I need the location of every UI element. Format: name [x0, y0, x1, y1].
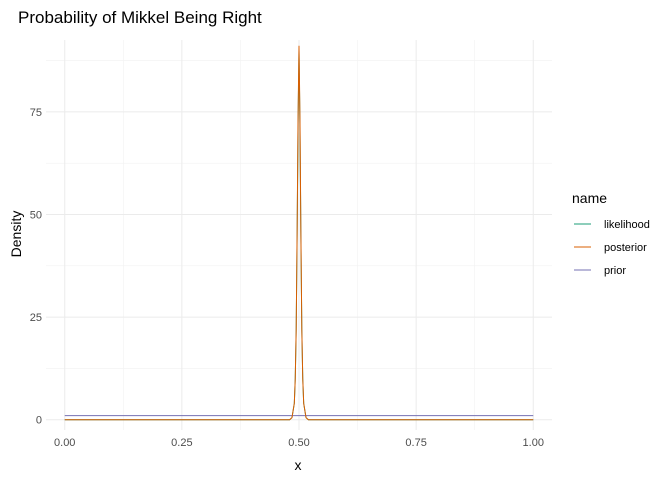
y-axis-title: Density — [8, 211, 24, 258]
chart-title: Probability of Mikkel Being Right — [18, 8, 262, 27]
legend-title: name — [572, 190, 607, 206]
y-tick-label: 50 — [30, 209, 42, 221]
x-tick-label: 0.25 — [171, 437, 192, 449]
grid — [46, 40, 552, 430]
x-tick-label: 0.00 — [54, 437, 75, 449]
y-tick-label: 75 — [30, 107, 42, 119]
series-lines — [64, 45, 534, 421]
x-tick-label: 0.75 — [405, 437, 426, 449]
x-axis-title: x — [295, 457, 302, 473]
legend-label-likelihood: likelihood — [604, 219, 650, 231]
x-tick-label: 1.00 — [523, 437, 544, 449]
series-line-posterior — [64, 45, 534, 421]
y-tick-label: 0 — [36, 415, 42, 427]
legend-label-prior: prior — [604, 265, 626, 277]
legend-label-posterior: posterior — [604, 242, 647, 254]
y-axis-ticks: 0 25 50 75 — [30, 107, 42, 427]
y-tick-label: 25 — [30, 312, 42, 324]
x-tick-label: 0.50 — [288, 437, 309, 449]
legend: name likelihood posterior prior — [572, 190, 650, 277]
x-axis-ticks: 0.00 0.25 0.50 0.75 1.00 — [54, 437, 544, 449]
